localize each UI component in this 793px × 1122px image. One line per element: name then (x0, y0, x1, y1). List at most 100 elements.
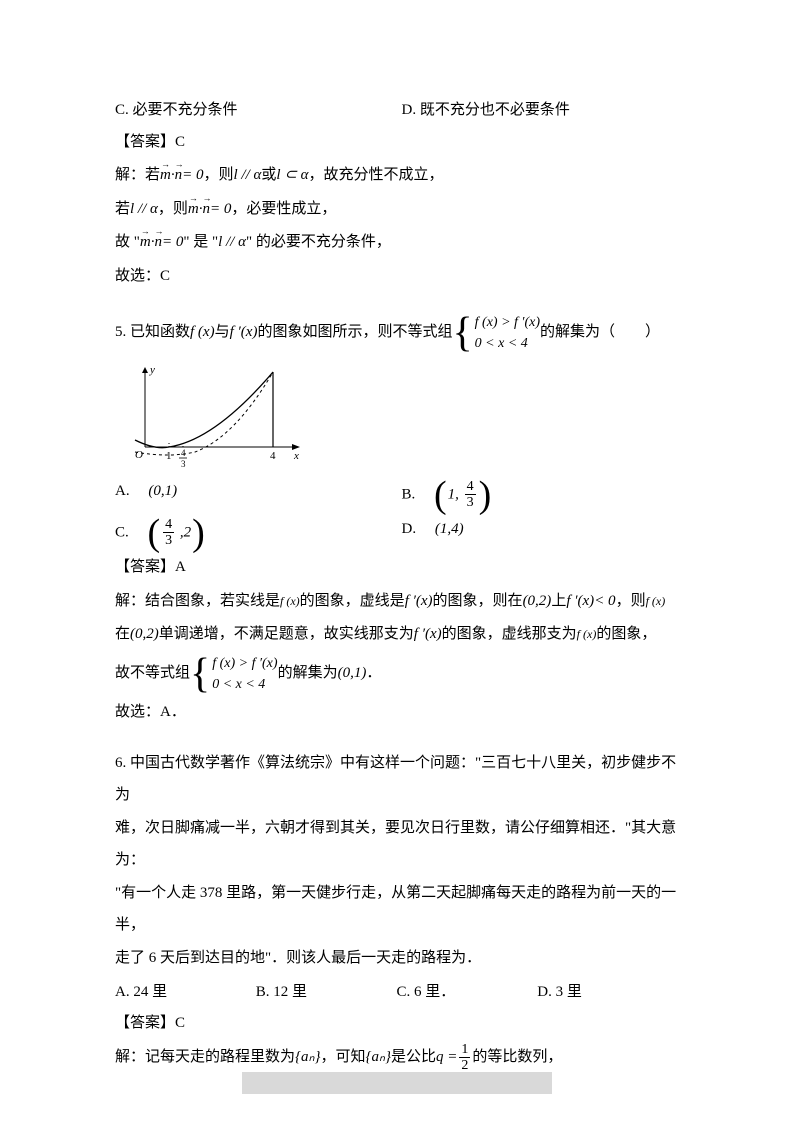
paren-right: ) (479, 476, 492, 514)
q5-sol-line2: 在 (0,2) 单调递增，不满足题意，故实线那支为 f ′(x) 的图象，虚线那… (115, 619, 678, 651)
label: A. (115, 483, 145, 499)
brace-left: { (190, 653, 210, 695)
svg-text:x: x (293, 450, 299, 462)
expr: l // α (234, 160, 262, 192)
two: ,2 (180, 524, 191, 540)
fpx: f ′(x) (414, 619, 442, 651)
text: 故 " (115, 227, 140, 259)
q5-option-c: C. ( 4 3 ,2 ) (115, 514, 392, 552)
num: 1 (459, 1042, 470, 1058)
text: 的图象，虚线那支为 (442, 619, 577, 651)
ans: (0,1) (338, 658, 367, 690)
q5-sol-line1: 解：结合图象，若实线是 f (x) 的图象，虚线是 f ′(x) 的图象，则在 … (115, 586, 678, 618)
frac: 4 3 (163, 517, 174, 549)
eq0: = 0 (182, 160, 203, 192)
vec-m: m (160, 160, 171, 192)
frac-half: 1 2 (459, 1042, 470, 1074)
spacer (115, 294, 678, 312)
q6-sol-line1: 解：记每天走的路程里数为 {aₙ} ，可知 {aₙ} 是公比 q = 1 2 的… (115, 1042, 678, 1074)
paren-content: 4 3 ,2 (160, 517, 192, 549)
q6-stem-1: 6. 中国古代数学著作《算法统宗》中有这样一个问题："三百七十八里关，初步健步不… (115, 748, 678, 811)
vec-m: m (140, 227, 151, 259)
brace-left: { (452, 312, 472, 354)
q5-answer: 【答案】A (115, 552, 678, 584)
text: 5. 已知函数 (115, 317, 190, 349)
q5-option-b: B. ( 1, 4 3 ) (392, 476, 679, 514)
den: 2 (459, 1058, 470, 1073)
fpx: f ′(x) (230, 317, 258, 349)
paren-left: ( (434, 476, 447, 514)
expr: l // α (130, 194, 158, 226)
text: 故不等式组 (115, 658, 190, 690)
val: (0,1) (148, 483, 177, 499)
eq0: = 0 (210, 194, 231, 226)
vec-m: m (188, 194, 199, 226)
eq0: = 0 (162, 227, 183, 259)
text: ，则 (616, 586, 646, 618)
text: ，必要性成立， (231, 194, 336, 226)
brace-bot: 0 < x < 4 (475, 333, 540, 354)
spacer (115, 730, 678, 748)
text: 解：若 (115, 160, 160, 192)
text: 单调递增，不满足题意，故实线那支为 (159, 619, 414, 651)
text: 或 (261, 160, 276, 192)
q6-stem-2: 难，次日脚痛减一半，六朝才得到其关，要见次日行里数，请公仔细算相还．"其大意为： (115, 813, 678, 876)
footer-bar (242, 1072, 552, 1094)
label: C. (115, 524, 144, 540)
num: 4 (163, 517, 174, 533)
q5-options-cd: C. ( 4 3 ,2 ) D. (1,4) (115, 514, 678, 552)
q5-option-d: D. (1,4) (392, 514, 679, 552)
text: ，则 (158, 194, 188, 226)
brace-top: f (x) > f ′(x) (475, 312, 540, 333)
text: ． (366, 658, 381, 690)
q5-sol-line4: 故选：A． (115, 697, 678, 729)
text: 解：记每天走的路程里数为 (115, 1042, 295, 1074)
expr: l // α (218, 227, 246, 259)
q6-stem-4: 走了 6 天后到达目的地"．则该人最后一天走的路程为． (115, 943, 678, 975)
label: D. (402, 521, 432, 537)
val: (1,4) (435, 521, 464, 537)
q4-sol-line4: 故选：C (115, 261, 678, 293)
text: ，则 (203, 160, 233, 192)
q5-sol-line3: 故不等式组 { f (x) > f ′(x) 0 < x < 4 的解集为 (0… (115, 653, 678, 695)
q-eq: q = (436, 1042, 457, 1074)
text: " 是 " (183, 227, 218, 259)
text: 解：结合图象，若实线是 (115, 586, 280, 618)
expr: l ⊂ α (276, 160, 308, 192)
fpx2: f ′(x) (566, 586, 594, 618)
ineq: < 0 (594, 586, 615, 618)
den: 3 (163, 533, 174, 548)
text: 上 (551, 586, 566, 618)
int: (0,2) (523, 586, 552, 618)
brace-top: f (x) > f ′(x) (212, 653, 277, 674)
text: 在 (115, 619, 130, 651)
q4-option-d: D. 既不充分也不必要条件 (392, 95, 679, 127)
fpx: f ′(x) (405, 586, 433, 618)
an-set2: {aₙ} (366, 1042, 391, 1074)
q6-option-b: B. 12 里 (256, 977, 397, 1009)
vec-n: n (154, 227, 162, 259)
text: 的解集为 (278, 658, 338, 690)
label: B. (402, 486, 431, 502)
svg-text:3: 3 (181, 459, 186, 469)
svg-text:1: 1 (166, 450, 172, 462)
text: 的解集为（ ） (540, 317, 660, 349)
q5-option-a: A. (0,1) (115, 476, 392, 514)
int: (0,2) (130, 619, 159, 651)
q6-answer: 【答案】C (115, 1008, 678, 1040)
q4-option-c: C. 必要不充分条件 (115, 95, 392, 127)
fx: f (x) (190, 317, 215, 349)
paren-content: 1, 4 3 (447, 479, 479, 511)
text: ，故充分性不成立， (309, 160, 444, 192)
q6-option-a: A. 24 里 (115, 977, 256, 1009)
text: 若 (115, 194, 130, 226)
fx-small: f (x) (280, 589, 300, 614)
q5-graph: yxO1434 (115, 362, 678, 472)
svg-text:4: 4 (270, 450, 276, 462)
svg-text:y: y (149, 364, 155, 376)
text: 的等比数列， (472, 1042, 562, 1074)
brace-content: f (x) > f ′(x) 0 < x < 4 (475, 312, 540, 354)
q4-answer: 【答案】C (115, 127, 678, 159)
text: 的图象，则在 (433, 586, 523, 618)
text: ，可知 (321, 1042, 366, 1074)
